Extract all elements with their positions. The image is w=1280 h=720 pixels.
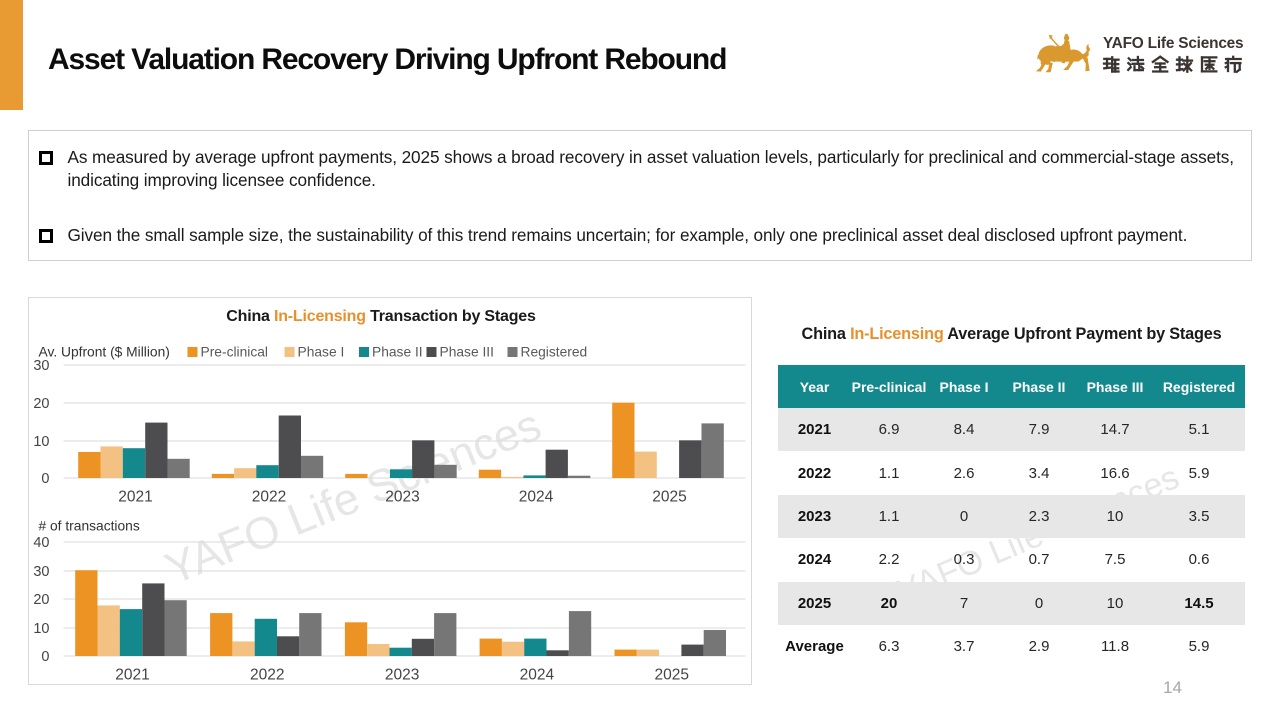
svg-text:Phase II: Phase II — [372, 345, 423, 360]
svg-text:2021: 2021 — [115, 667, 149, 684]
svg-text:0: 0 — [41, 471, 49, 487]
svg-text:2024: 2024 — [519, 489, 554, 506]
svg-text:2022: 2022 — [250, 667, 284, 684]
svg-text:2023: 2023 — [385, 667, 419, 684]
svg-text:# of transactions: # of transactions — [39, 519, 140, 534]
svg-text:Av. Upfront ($ Million): Av. Upfront ($ Million) — [39, 345, 170, 360]
svg-text:30: 30 — [33, 564, 49, 580]
svg-text:2024: 2024 — [520, 667, 555, 684]
svg-text:20: 20 — [33, 592, 49, 608]
svg-text:10: 10 — [33, 621, 49, 637]
svg-text:China In-Licensing Transaction: China In-Licensing Transaction by Stages — [226, 308, 536, 325]
svg-text:Phase I: Phase I — [298, 345, 345, 360]
svg-text:40: 40 — [33, 535, 49, 551]
svg-text:Registered: Registered — [521, 345, 588, 360]
svg-text:2023: 2023 — [385, 489, 419, 506]
svg-text:10: 10 — [33, 434, 49, 450]
svg-text:0: 0 — [41, 649, 49, 665]
svg-text:2021: 2021 — [118, 489, 152, 506]
svg-text:Pre-clinical: Pre-clinical — [201, 345, 268, 360]
svg-text:20: 20 — [33, 396, 49, 412]
svg-text:Phase III: Phase III — [440, 345, 494, 360]
svg-text:2025: 2025 — [654, 667, 688, 684]
svg-text:30: 30 — [33, 358, 49, 374]
svg-text:2022: 2022 — [252, 489, 286, 506]
svg-text:2025: 2025 — [652, 489, 686, 506]
